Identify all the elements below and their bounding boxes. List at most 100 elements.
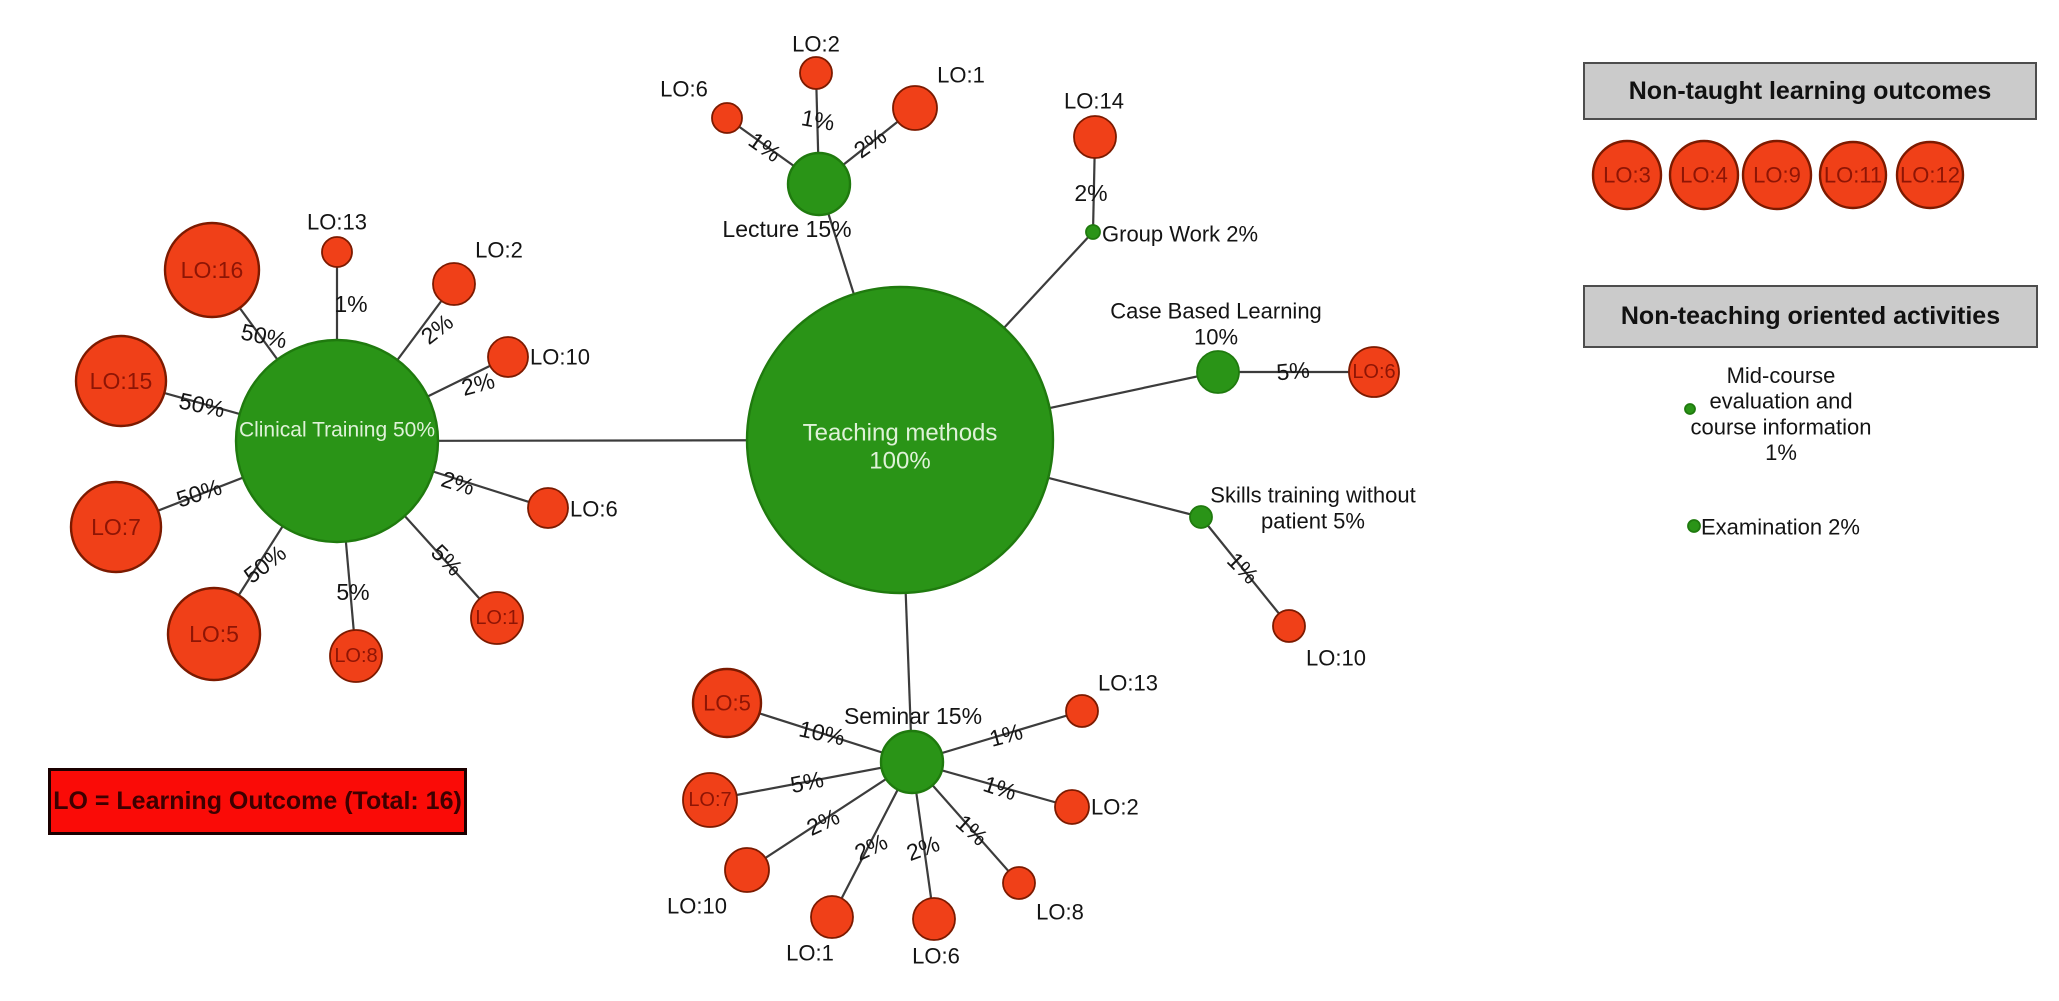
label-s-lo2: LO:2 [1091,795,1139,820]
label-line-c-lo1-0: LO:1 [475,607,518,629]
edge-label-seminar-s-lo6: 2% [903,830,943,866]
non-taught-learning-outcomes-header: Non-taught learning outcomes [1583,62,2037,120]
label-s-lo7: LO:7 [688,789,731,811]
edge-seminar-s-lo10 [746,761,913,871]
label-line-midcourse-0: Mid-course [1727,363,1836,388]
label-line-nt-lo4-0: LO:4 [1680,163,1728,188]
node-s-lo6 [912,897,956,941]
node-exam [1687,519,1701,533]
edge-label-clinical-c-lo7: 50% [173,474,225,513]
node-groupwork [1085,224,1101,240]
label-line-skills-1: patient 5% [1261,508,1365,533]
label-c-lo15: LO:15 [90,368,153,394]
edge-seminar-s-lo7 [709,760,913,802]
label-line-clinical-0: Clinical Training 50% [239,419,435,442]
node-c-lo5 [166,586,262,682]
edge-label-seminar-s-lo8: 1% [951,809,993,851]
label-c-lo2: LO:2 [475,238,523,263]
node-midcourse [1684,403,1696,415]
label-exam: Examination 2% [1701,515,1860,540]
node-s-lo2 [1054,789,1090,825]
label-line-sk-lo10-0: LO:10 [1306,646,1366,671]
label-casebased: Case Based Learning 10% [1110,299,1322,350]
edge-label-lecture-l-lo6: 1% [744,127,786,167]
label-c-lo13: LO:13 [307,210,367,235]
non-teaching-header-label: Non-teaching oriented activities [1620,302,2001,330]
node-l-lo2 [799,56,833,90]
label-line-l-lo2-0: LO:2 [792,32,840,57]
node-nt-lo3 [1591,139,1663,211]
label-line-midcourse-3: 1% [1765,440,1797,465]
node-cb-lo6 [1348,346,1400,398]
edge-label-seminar-s-lo13: 1% [987,718,1026,752]
edge-label-groupwork-gw-lo14: 2% [1074,180,1107,206]
node-s-lo13 [1065,694,1099,728]
label-line-s-lo13-0: LO:13 [1098,671,1158,696]
edge-label-clinical-c-lo13: 1% [334,291,367,317]
node-nt-lo11 [1818,140,1888,210]
edge-label-clinical-c-lo16: 50% [239,318,289,353]
label-line-c-lo6-0: LO:6 [570,497,618,522]
label-s-lo1: LO:1 [786,941,834,966]
node-gw-lo14 [1073,115,1117,159]
label-line-s-lo1-0: LO:1 [786,941,834,966]
label-line-teaching-1: 100% [869,447,930,474]
label-line-casebased-1: 10% [1194,324,1238,349]
edge-label-lecture-l-lo1: 2% [849,123,891,163]
label-line-gw-lo14-0: LO:14 [1064,89,1124,114]
label-skills: Skills training without patient 5% [1210,483,1415,534]
edge-label-seminar-s-lo7: 5% [788,766,826,798]
edge-label-casebased-cb-lo6: 5% [1275,357,1310,386]
edge-label-clinical-c-lo8: 5% [336,579,369,605]
label-line-nt-lo11-0: LO:11 [1824,163,1882,188]
label-nt-lo3: LO:3 [1603,163,1651,188]
lo-legend-box: LO = Learning Outcome (Total: 16) [48,768,467,835]
edge-label-lecture-l-lo2: 1% [799,104,836,135]
node-seminar [879,729,945,795]
label-nt-lo4: LO:4 [1680,163,1728,188]
label-c-lo6: LO:6 [570,497,618,522]
node-teaching [745,285,1055,595]
label-c-lo1: LO:1 [475,607,518,629]
node-c-lo8 [329,629,383,683]
label-line-nt-lo9-0: LO:9 [1753,163,1801,188]
edge-label-clinical-c-lo15: 50% [177,387,227,422]
node-casebased [1196,350,1240,394]
label-line-nt-lo3-0: LO:3 [1603,163,1651,188]
label-groupwork: Group Work 2% [1102,222,1258,247]
label-line-teaching-0: Teaching methods [803,420,998,447]
node-s-lo10 [724,847,770,893]
label-clinical: Clinical Training 50% [239,419,435,442]
label-line-exam-0: Examination 2% [1701,515,1860,540]
label-line-c-lo5-0: LO:5 [189,621,239,647]
label-line-c-lo2-0: LO:2 [475,238,523,263]
label-gw-lo14: LO:14 [1064,89,1124,114]
node-lecture [786,151,852,217]
label-s-lo13: LO:13 [1098,671,1158,696]
label-c-lo16: LO:16 [181,257,244,283]
edge-label-seminar-s-lo5: 10% [797,715,847,750]
label-lecture: Lecture 15% [722,216,851,242]
label-cb-lo6: LO:6 [1352,361,1395,383]
label-line-s-lo2-0: LO:2 [1091,795,1139,820]
non-taught-header-label: Non-taught learning outcomes [1628,76,1992,105]
node-c-lo10 [487,336,529,378]
label-c-lo5: LO:5 [189,621,239,647]
label-line-lecture-0: Lecture 15% [722,216,851,242]
non-teaching-oriented-activities-header: Non-teaching oriented activities [1583,285,2038,348]
node-l-lo6 [711,102,743,134]
label-line-s-lo8-0: LO:8 [1036,900,1084,925]
node-sk-lo10 [1272,609,1306,643]
label-s-lo10: LO:10 [667,894,727,919]
edge-skills-sk-lo10 [1200,516,1290,627]
label-midcourse: Mid-course evaluation and course informati… [1691,363,1872,465]
label-c-lo10: LO:10 [530,345,590,370]
label-line-midcourse-2: course information [1691,414,1872,439]
node-c-lo6 [527,487,569,529]
label-line-s-lo5-0: LO:5 [703,691,751,716]
label-l-lo6: LO:6 [660,77,708,102]
label-seminar: Seminar 15% [844,703,982,729]
label-s-lo6: LO:6 [912,944,960,969]
node-s-lo7 [682,772,738,828]
